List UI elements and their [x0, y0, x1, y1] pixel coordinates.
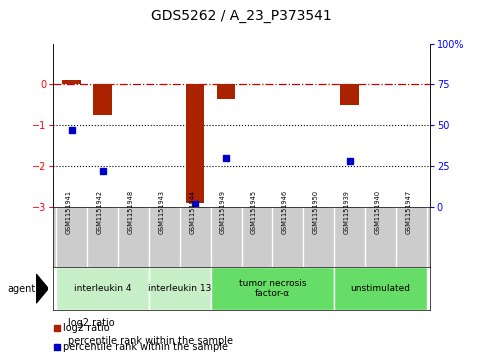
Text: percentile rank within the sample: percentile rank within the sample [63, 342, 228, 352]
Text: GSM1151940: GSM1151940 [374, 189, 381, 234]
Text: GSM1151948: GSM1151948 [128, 189, 133, 234]
Text: interleukin 13: interleukin 13 [148, 284, 212, 293]
Text: GSM1151947: GSM1151947 [405, 189, 412, 234]
Text: GSM1151949: GSM1151949 [220, 190, 226, 234]
Bar [149, 267, 211, 310]
Bar [93, 84, 112, 115]
Text: GSM1151939: GSM1151939 [343, 190, 350, 234]
Bar [56, 267, 149, 310]
Text: tumor necrosis
factor-α: tumor necrosis factor-α [239, 279, 306, 298]
Text: GSM1151950: GSM1151950 [313, 189, 319, 234]
Text: agent: agent [7, 284, 35, 294]
Polygon shape [36, 274, 48, 303]
Bar [62, 80, 81, 84]
Text: GSM1151945: GSM1151945 [251, 189, 257, 234]
Text: GSM1151942: GSM1151942 [97, 189, 102, 234]
Bar [186, 84, 204, 203]
Text: GSM1151941: GSM1151941 [66, 190, 71, 234]
Text: percentile rank within the sample: percentile rank within the sample [68, 336, 233, 346]
Text: GSM1151943: GSM1151943 [158, 190, 164, 234]
Text: GSM1151946: GSM1151946 [282, 189, 288, 234]
Text: unstimulated: unstimulated [351, 284, 411, 293]
Text: log2 ratio: log2 ratio [63, 323, 110, 333]
Text: GDS5262 / A_23_P373541: GDS5262 / A_23_P373541 [151, 9, 332, 23]
Text: log2 ratio: log2 ratio [68, 318, 114, 328]
Bar [217, 84, 235, 99]
Bar [341, 84, 359, 105]
Text: GSM1151944: GSM1151944 [189, 189, 195, 234]
Text: interleukin 4: interleukin 4 [74, 284, 131, 293]
Bar [211, 267, 334, 310]
Bar [334, 267, 427, 310]
